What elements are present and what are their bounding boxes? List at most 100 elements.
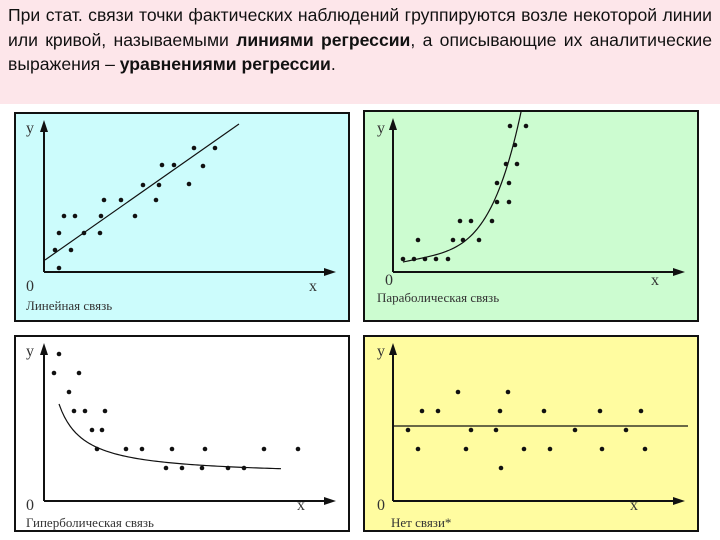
y-axis-arrow-icon bbox=[40, 120, 48, 132]
data-point bbox=[505, 389, 511, 395]
chart-caption: Гиперболическая связь bbox=[26, 515, 154, 530]
data-point bbox=[82, 408, 88, 414]
x-axis-arrow-icon bbox=[324, 497, 336, 505]
data-point bbox=[400, 256, 406, 262]
data-point bbox=[463, 446, 469, 452]
x-axis-label: x bbox=[309, 278, 317, 295]
data-point bbox=[489, 218, 495, 224]
panel-linear: 0 x y Линейная связь bbox=[14, 112, 350, 322]
data-point bbox=[89, 427, 95, 433]
y-axis-label: y bbox=[26, 120, 34, 137]
data-point bbox=[118, 197, 124, 203]
data-point bbox=[191, 145, 197, 151]
parabolic-chart bbox=[389, 112, 685, 276]
data-point bbox=[512, 142, 518, 148]
x-axis-arrow-icon bbox=[324, 268, 336, 276]
data-point bbox=[572, 427, 578, 433]
data-point bbox=[169, 446, 175, 452]
data-point bbox=[460, 237, 466, 243]
data-point bbox=[494, 199, 500, 205]
hyperbolic-chart bbox=[40, 343, 336, 505]
data-point bbox=[547, 446, 553, 452]
data-point bbox=[212, 145, 218, 151]
x-axis-label: x bbox=[651, 272, 659, 289]
data-point bbox=[163, 465, 169, 471]
data-point bbox=[68, 247, 74, 253]
intro-term-regression-equations: уравнениями регрессии bbox=[119, 54, 331, 74]
data-point bbox=[241, 465, 247, 471]
data-point bbox=[597, 408, 603, 414]
data-point bbox=[159, 162, 165, 168]
chart-caption: Линейная связь bbox=[26, 298, 113, 313]
data-point bbox=[415, 237, 421, 243]
data-point bbox=[295, 446, 301, 452]
data-point bbox=[506, 180, 512, 186]
intro-part: . bbox=[330, 54, 336, 74]
data-point bbox=[71, 408, 77, 414]
regression-line bbox=[44, 123, 240, 261]
data-point bbox=[225, 465, 231, 471]
data-point bbox=[52, 247, 58, 253]
data-point bbox=[123, 446, 129, 452]
data-point bbox=[445, 256, 451, 262]
data-point bbox=[638, 408, 644, 414]
data-point bbox=[541, 408, 547, 414]
data-point bbox=[61, 213, 67, 219]
y-axis-arrow-icon bbox=[40, 343, 48, 355]
linear-chart bbox=[40, 120, 336, 276]
data-point bbox=[468, 427, 474, 433]
data-point bbox=[97, 230, 103, 236]
data-point bbox=[94, 446, 100, 452]
data-point bbox=[642, 446, 648, 452]
data-point bbox=[507, 123, 513, 129]
origin-label: 0 bbox=[377, 497, 385, 514]
data-point bbox=[132, 213, 138, 219]
data-point bbox=[140, 182, 146, 188]
y-axis-arrow-icon bbox=[389, 343, 397, 355]
y-axis-label: y bbox=[26, 343, 34, 360]
y-axis-label: y bbox=[377, 120, 385, 137]
regression-curve bbox=[58, 403, 282, 470]
data-point bbox=[514, 161, 520, 167]
panel-parabolic: 0 x y Параболическая связь bbox=[363, 110, 699, 322]
data-point bbox=[493, 427, 499, 433]
x-axis-label: x bbox=[297, 497, 305, 514]
data-point bbox=[66, 389, 72, 395]
data-point bbox=[102, 408, 108, 414]
data-point bbox=[411, 256, 417, 262]
data-point bbox=[99, 427, 105, 433]
data-point bbox=[457, 218, 463, 224]
chart-caption: Нет связи* bbox=[391, 515, 452, 530]
data-point bbox=[468, 218, 474, 224]
data-point bbox=[521, 446, 527, 452]
data-point bbox=[186, 181, 192, 187]
x-axis-arrow-icon bbox=[673, 497, 685, 505]
x-axis-arrow-icon bbox=[673, 268, 685, 276]
data-point bbox=[476, 237, 482, 243]
data-point bbox=[179, 465, 185, 471]
data-point bbox=[153, 197, 159, 203]
data-point bbox=[56, 351, 62, 357]
data-point bbox=[455, 389, 461, 395]
data-point bbox=[405, 427, 411, 433]
data-point bbox=[506, 199, 512, 205]
data-point bbox=[494, 180, 500, 186]
data-point bbox=[139, 446, 145, 452]
no-correlation-chart bbox=[389, 343, 688, 505]
data-point bbox=[51, 370, 57, 376]
intro-part: , а описывающие их аналитические выражен… bbox=[8, 29, 713, 75]
data-point bbox=[450, 237, 456, 243]
origin-label: 0 bbox=[385, 272, 393, 289]
panel-hyperbolic: 0 x y Гиперболическая связь bbox=[14, 335, 350, 532]
data-point bbox=[56, 230, 62, 236]
data-point bbox=[599, 446, 605, 452]
data-point bbox=[422, 256, 428, 262]
data-point bbox=[202, 446, 208, 452]
intro-term-regression-lines: линиями регрессии bbox=[236, 29, 411, 50]
data-point bbox=[497, 408, 503, 414]
data-point bbox=[415, 446, 421, 452]
data-point bbox=[623, 427, 629, 433]
intro-paragraph: При стат. связи точки фактических наблюд… bbox=[8, 3, 712, 77]
chart-caption: Параболическая связь bbox=[377, 290, 500, 305]
data-point bbox=[419, 408, 425, 414]
